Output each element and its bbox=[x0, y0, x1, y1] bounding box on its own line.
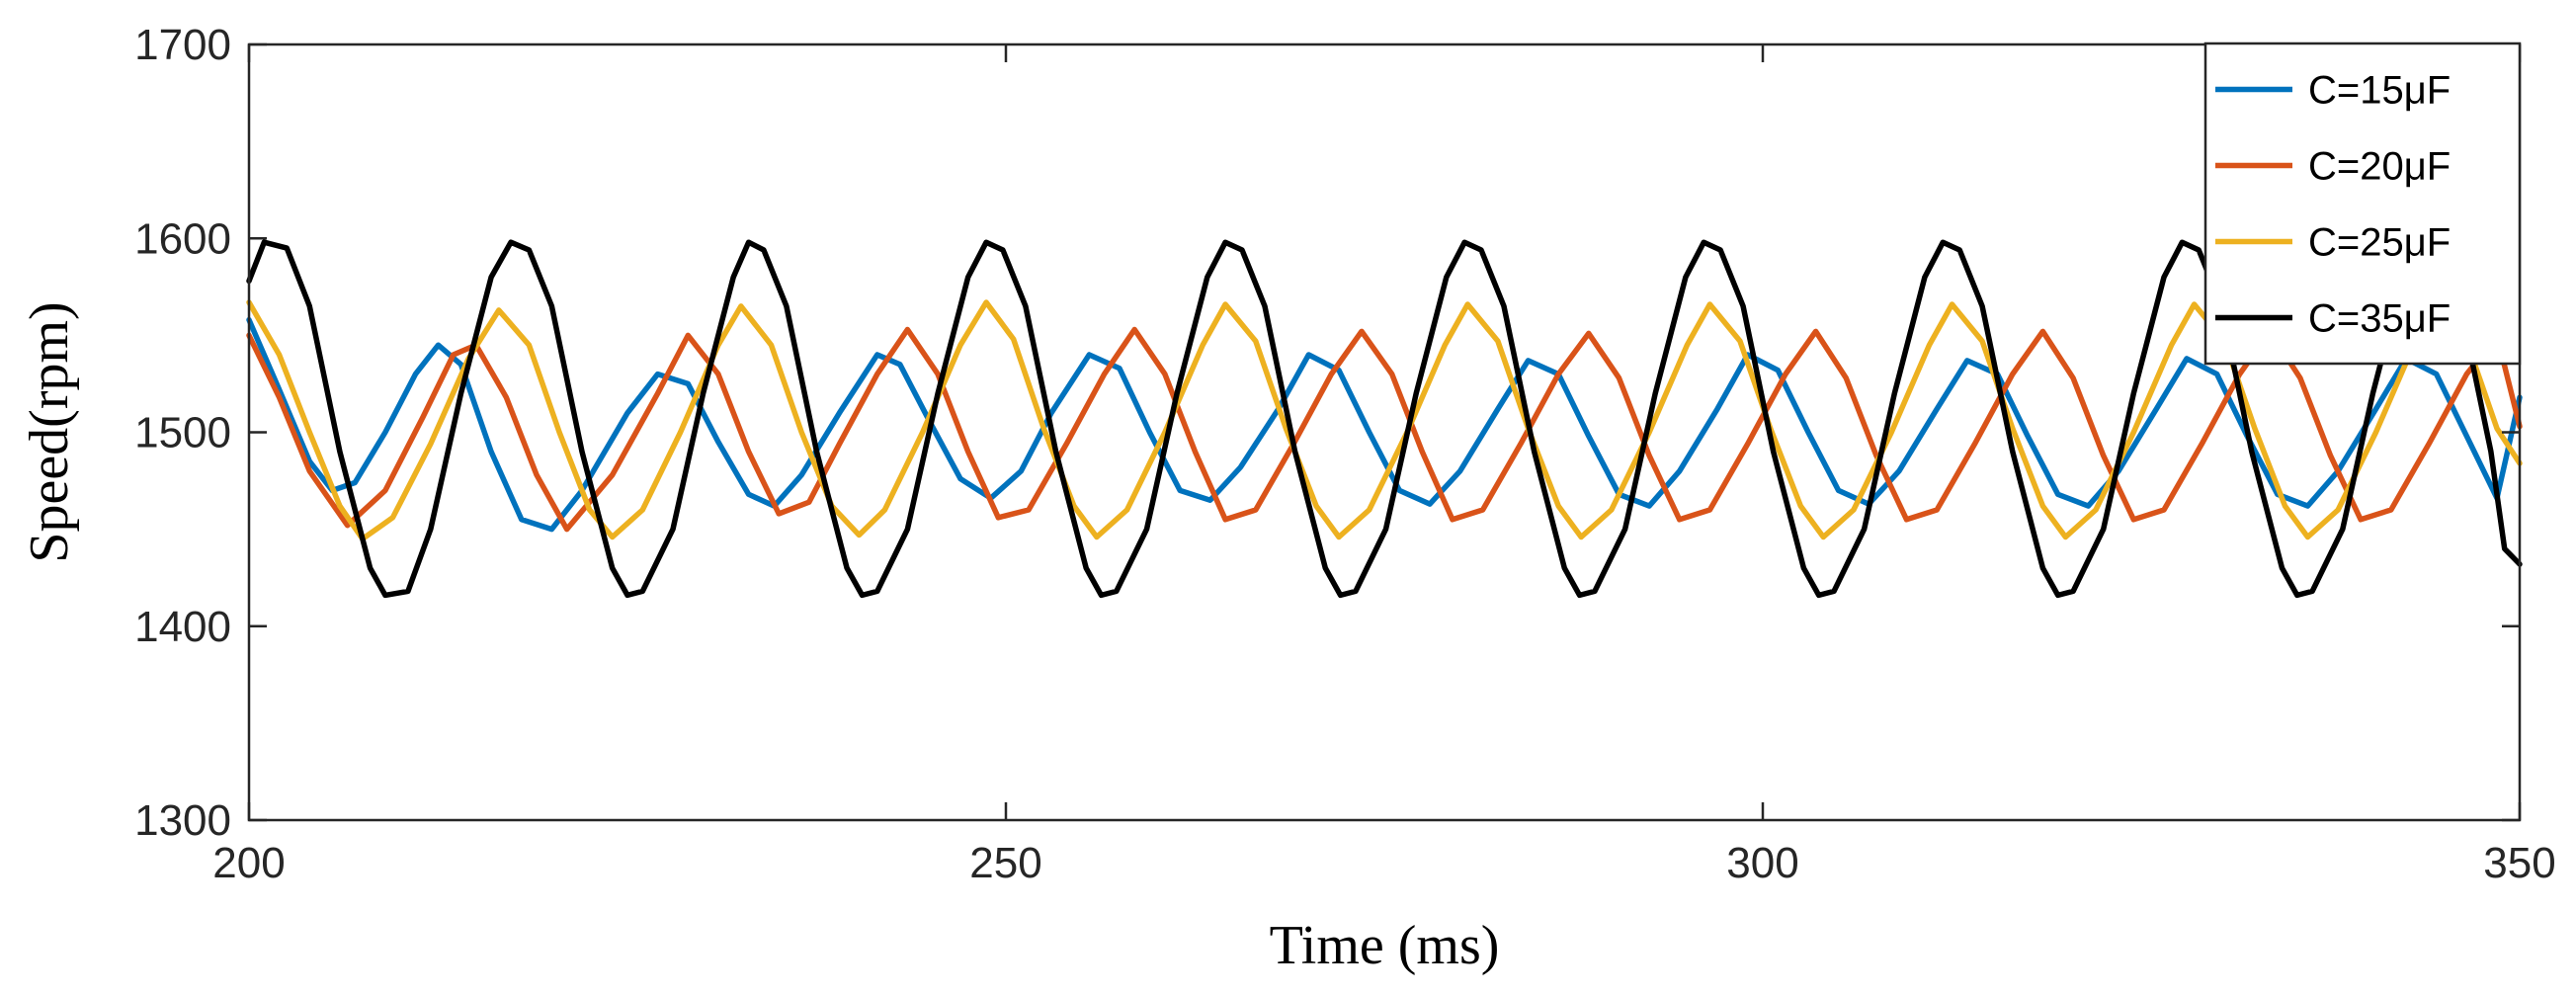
series-layer bbox=[246, 239, 2523, 599]
legend: C=15μF C=20μF C=25μF C=35μF bbox=[2203, 41, 2522, 366]
legend-label-3: C=25μF bbox=[2308, 221, 2451, 265]
x-tick-label: 200 bbox=[212, 839, 285, 887]
x-tick-label: 250 bbox=[969, 839, 1041, 887]
series-line-4 bbox=[246, 239, 2523, 599]
series-line-1 bbox=[246, 316, 2523, 533]
legend-label-4: C=35μF bbox=[2308, 297, 2451, 341]
y-tick-label: 1600 bbox=[134, 214, 231, 263]
x-axis-title: Time (ms) bbox=[1270, 915, 1500, 976]
x-tick-label: 300 bbox=[1726, 839, 1798, 887]
legend-label-2: C=20μF bbox=[2308, 145, 2451, 189]
y-tick-label: 1700 bbox=[134, 21, 231, 69]
series-line-3 bbox=[246, 299, 2523, 542]
y-axis-title: Speed(rpm) bbox=[19, 301, 80, 562]
x-tick-label: 350 bbox=[2483, 839, 2555, 887]
y-tick-label: 1500 bbox=[134, 409, 231, 457]
series-line-2 bbox=[246, 326, 2523, 533]
legend-box bbox=[2203, 41, 2522, 366]
y-tick-label: 1300 bbox=[134, 796, 231, 845]
legend-label-1: C=15μF bbox=[2308, 69, 2451, 113]
ticks-layer: 200 250 300 350 1300 1400 1500 1600 1700 bbox=[134, 21, 2556, 887]
y-tick-label: 1400 bbox=[134, 603, 231, 651]
